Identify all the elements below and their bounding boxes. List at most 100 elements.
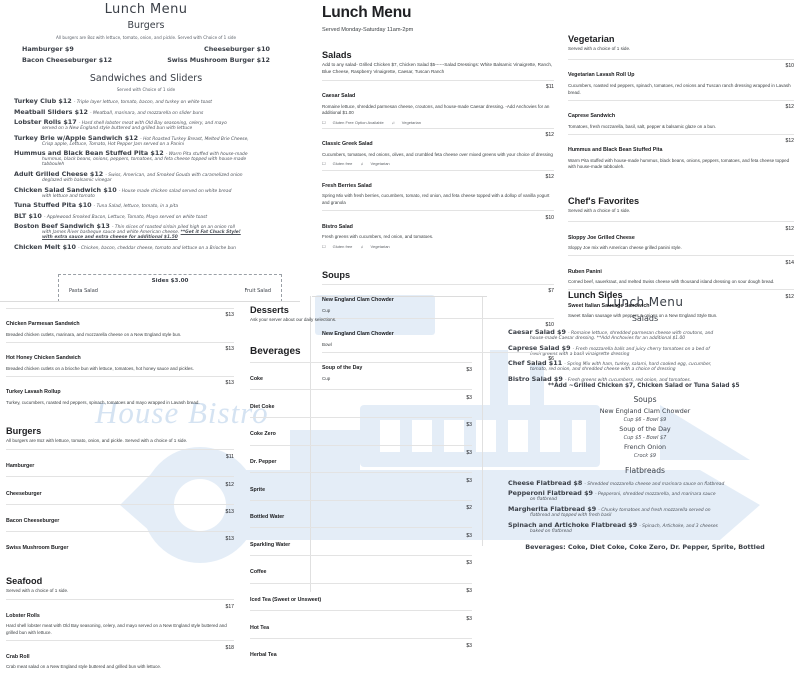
scan-item: Hummus and Black Bean Stuffed Pita $12 -… bbox=[14, 149, 248, 168]
scan-burgers-heading: Burgers bbox=[127, 20, 165, 31]
scan-item: Chicken Melt $10 - Chicken, bacon, chedd… bbox=[14, 242, 236, 251]
scan-item: Meatball Sliders $12 - Meatball, marinar… bbox=[14, 107, 204, 116]
page-title: Lunch Menu bbox=[322, 4, 412, 21]
menu-item[interactable]: Diet Coke $3 bbox=[250, 389, 472, 417]
menu-item[interactable]: Caesar Salad $11 Romaine lettuce, shredd… bbox=[322, 79, 554, 128]
gluten-free-icon: ☐ bbox=[322, 243, 326, 249]
scan-flatbread-item: Cheese Flatbread $8 - Shredded mozzarell… bbox=[508, 478, 725, 487]
scan-soup-price: Crock $9 bbox=[633, 452, 657, 459]
menu-item[interactable]: Hot Honey Chicken Sandwich $13 Breaded c… bbox=[6, 342, 234, 376]
vegetarian-icon: ♫ bbox=[360, 161, 364, 167]
scan-salad-item: Chef Salad $11 - Spring Mix with ham, tu… bbox=[508, 359, 712, 373]
scan-flatbread-item: Spinach and Artichoke Flatbread $9 - Spi… bbox=[508, 520, 718, 534]
scan-soup-item: Soup of the Day bbox=[619, 424, 671, 433]
menu-item[interactable]: Herbal Tea $3 bbox=[250, 637, 472, 666]
scan-right-soups-heading: Soups bbox=[633, 394, 657, 404]
menu-item[interactable]: Turkey Lavash Rollup $13 Turkey, cucumbe… bbox=[6, 376, 234, 410]
menu-item[interactable]: Soup of the Day $6 Cup bbox=[322, 351, 554, 386]
sides-pasta-salad: Pasta Salad bbox=[69, 288, 98, 294]
menu-item[interactable]: Classic Greek Salad $12 Cucumbers, tomat… bbox=[322, 128, 554, 170]
gluten-free-icon: ☐ bbox=[322, 161, 326, 167]
column-middle-bottom: Desserts Ask your server about our daily… bbox=[250, 305, 472, 665]
section-heading-chefs-favorites: Chef's Favorites bbox=[568, 196, 640, 207]
menu-item[interactable]: Bottled Water $2 bbox=[250, 499, 472, 528]
section-heading-beverages: Beverages bbox=[250, 345, 301, 357]
item-tags: ☐ Gluten Free Option Available ♫ Vegetaria… bbox=[322, 119, 421, 125]
scan-item: Lobster Rolls $17 - Hard shell lobster m… bbox=[14, 118, 227, 132]
section-heading-soups: Soups bbox=[322, 269, 351, 280]
scan-flatbread-item: Margherita Flatbread $9 - Chunky tomatoe… bbox=[508, 504, 711, 518]
vegetarian-icon: ♫ bbox=[391, 119, 395, 125]
menu-item[interactable]: Caprese Sandwich $12 Tomatoes, fresh moz… bbox=[568, 99, 794, 134]
salads-note: Add to any salad- Grilled Chicken $7, Ch… bbox=[322, 62, 553, 74]
scan-title: Lunch Menu bbox=[104, 2, 188, 17]
burgers-note: All burgers are 8oz with lettuce, tomato… bbox=[6, 438, 188, 444]
scan-item: BLT $10 - Applewood Smoked Bacon, Lettuc… bbox=[14, 211, 208, 220]
column-right-top: Vegetarian Served with a choice of 1 sid… bbox=[568, 34, 794, 323]
menu-item[interactable]: Sprite $3 bbox=[250, 472, 472, 500]
section-heading-lunch-sides-wrap: Lunch Sides bbox=[568, 290, 623, 302]
scan-item: Chicken Salad Sandwich $10 - House made … bbox=[14, 185, 232, 199]
section-heading-salads: Salads bbox=[322, 50, 352, 60]
bistro-watermark-text: House Bistro bbox=[95, 395, 269, 430]
menu-item[interactable]: Swiss Mushroom Burger $13 bbox=[6, 531, 234, 558]
page-subtitle: Served Monday-Saturday 11am-2pm bbox=[322, 27, 414, 33]
item-tags: ☐ Gluten free ♫ Vegetarian bbox=[322, 161, 390, 167]
scan-right-title: Lunch Menu bbox=[606, 295, 684, 309]
chefs-note: Served with a choice of 1 side. bbox=[568, 208, 631, 214]
menu-item[interactable]: Cheeseburger $12 bbox=[6, 476, 234, 503]
sides-box: Sides $3.00 Pasta Salad Fruit Salad bbox=[58, 274, 282, 302]
scan-soup-item: New England Clam Chowder bbox=[599, 406, 691, 415]
vegetarian-icon: ♫ bbox=[360, 243, 364, 249]
scan-sandwiches-heading: Sandwiches and Sliders bbox=[89, 73, 203, 84]
sides-title: Sides $3.00 bbox=[151, 278, 189, 284]
menu-item[interactable]: Chicken Parmesan Sandwich $13 Breaded ch… bbox=[6, 308, 234, 342]
seafood-note: Served with a choice of 1 side. bbox=[6, 588, 69, 594]
scan-salad-item: Caprese Salad $9 - Fresh mozzarella ball… bbox=[508, 343, 710, 357]
section-heading-seafood: Seafood bbox=[6, 576, 43, 587]
menu-item[interactable]: Coffee $3 bbox=[250, 555, 472, 583]
menu-item[interactable]: Iced Tea (Sweet or Unsweet) $3 bbox=[250, 582, 472, 611]
scan-flatbread-item: Pepperoni Flatbread $9 - Pepperoni, shre… bbox=[508, 489, 716, 503]
scan-right-salads-heading: Salads bbox=[631, 314, 659, 323]
scan-burgers-note: All burgers are 8oz with lettuce, tomato… bbox=[56, 35, 236, 40]
menu-item[interactable]: Coke Zero $3 bbox=[250, 417, 472, 445]
scan-item: Boston Beef Sandwich $13 - Thin slices o… bbox=[14, 222, 241, 241]
section-heading-burgers: Burgers bbox=[6, 426, 42, 437]
menu-item[interactable]: Sweet Italian Sausage Sandwich $12 Sweet… bbox=[568, 289, 794, 323]
scan-soup-price: Cup $5 - Bowl $7 bbox=[623, 434, 667, 441]
menu-item[interactable]: Hummus and Black Bean Stuffed Pita $12 W… bbox=[568, 133, 794, 175]
menu-item[interactable]: Vegetarian Lavash Roll Up $10 Cucumbers,… bbox=[568, 58, 794, 100]
menu-item[interactable]: Lobster Rolls $17 Hard shell lobster mea… bbox=[6, 599, 234, 640]
menu-item[interactable]: Ruben Panini $14 Corned beef, sauerkraut… bbox=[568, 255, 794, 289]
vegetarian-note: Served with a choice of 1 side. bbox=[568, 46, 631, 51]
menu-item[interactable]: Sparkling Water $3 bbox=[250, 527, 472, 555]
column-left-bottom: Chicken Parmesan Sandwich $13 Breaded ch… bbox=[6, 308, 234, 674]
menu-item[interactable]: Bistro Salad $10 Fresh greens with cucum… bbox=[322, 210, 554, 252]
section-heading-vegetarian: Vegetarian bbox=[568, 34, 615, 44]
scan-item: Adult Grilled Cheese $12 - Swiss, Americ… bbox=[14, 169, 243, 183]
scan-burger-row: Hamburger $9 Cheeseburger $10 bbox=[22, 45, 270, 53]
scan-item: Tuna Stuffed Pita $10 - Tuna Salad, lett… bbox=[14, 201, 179, 210]
section-heading-lunch-sides: Lunch Sides bbox=[568, 290, 623, 300]
sides-fruit-salad: Fruit Salad bbox=[244, 288, 271, 294]
desserts-note: Ask your server about our daily selectio… bbox=[250, 317, 337, 322]
menu-item[interactable]: Hamburger $11 bbox=[6, 448, 234, 476]
menu-item[interactable]: Coke $3 bbox=[250, 361, 472, 390]
menu-item[interactable]: Bacon Cheeseburger $13 bbox=[6, 503, 234, 531]
scan-sandwiches-note: Served with Choice of 1 side bbox=[116, 87, 176, 92]
scan-soup-price: Cup $6 - Bowl $9 bbox=[623, 416, 667, 423]
menu-item[interactable]: Hot Tea $3 bbox=[250, 610, 472, 638]
scan-right-flatbreads-heading: Flatbreads bbox=[625, 465, 665, 475]
divider-horizontal bbox=[0, 301, 300, 302]
menu-item[interactable]: Dr. Pepper $3 bbox=[250, 444, 472, 473]
gluten-free-icon: ☐ bbox=[322, 119, 326, 125]
section-heading-desserts: Desserts bbox=[250, 305, 289, 315]
scan-beverages-line: Beverages: Coke, Diet Coke, Coke Zero, D… bbox=[525, 542, 765, 551]
menu-item[interactable]: Sloppy Joe Grilled Cheese $12 Sloppy Joe… bbox=[568, 221, 794, 255]
menu-item[interactable]: Fresh Berries Salad $12 Spring Mix with … bbox=[322, 169, 554, 211]
scan-item: Turkey Brie w/Apple Sandwich $12 - Hot R… bbox=[14, 133, 249, 147]
scan-salad-item: Caesar Salad $9 - Romaine lettuce, shred… bbox=[508, 328, 714, 341]
menu-item[interactable]: Crab Roll $18 Crab meat salad on a New E… bbox=[6, 640, 234, 674]
scan-soup-item: French Onion bbox=[623, 442, 667, 451]
